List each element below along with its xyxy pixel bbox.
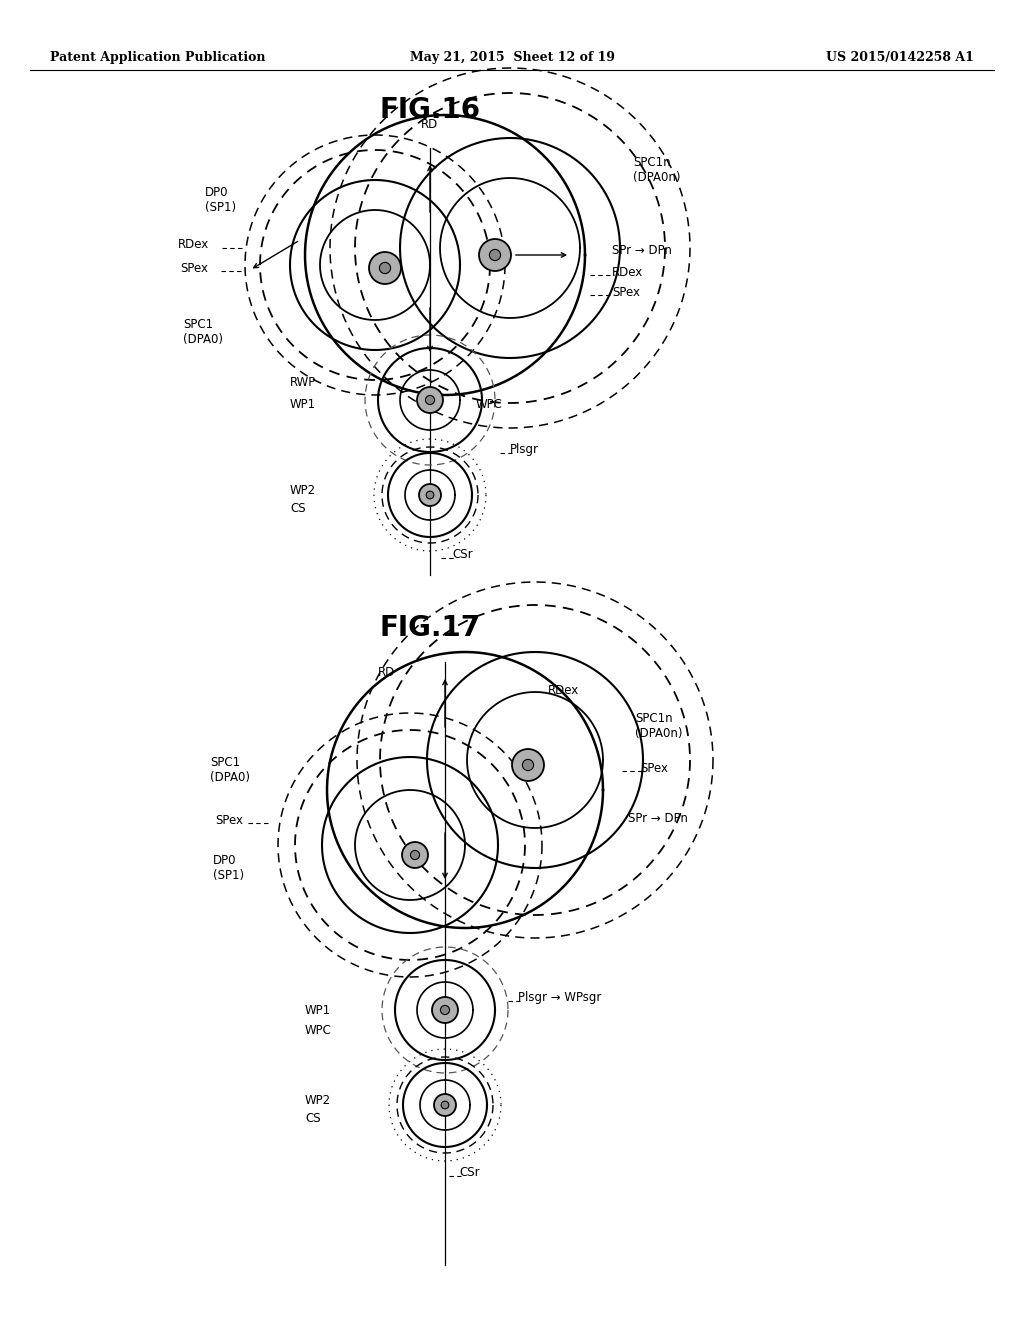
Circle shape [411, 850, 420, 859]
Text: (DPA0): (DPA0) [210, 771, 250, 784]
Text: RWP: RWP [290, 375, 316, 388]
Text: Plsgr → WPsgr: Plsgr → WPsgr [518, 991, 601, 1005]
Text: SPex: SPex [612, 285, 640, 298]
Text: SPr → DPn: SPr → DPn [612, 243, 672, 256]
Text: (DPA0n): (DPA0n) [633, 170, 681, 183]
Circle shape [440, 1006, 450, 1015]
Text: CS: CS [290, 502, 305, 515]
Text: WPC: WPC [305, 1023, 332, 1036]
Circle shape [417, 387, 443, 413]
Text: RD: RD [421, 119, 438, 132]
Circle shape [522, 759, 534, 771]
Text: FIG.17: FIG.17 [380, 614, 480, 642]
Circle shape [419, 484, 441, 506]
Circle shape [434, 1094, 456, 1115]
Text: DP0: DP0 [205, 186, 228, 198]
Text: SPC1: SPC1 [210, 755, 240, 768]
Text: RD: RD [378, 665, 395, 678]
Text: WP1: WP1 [290, 399, 316, 412]
Circle shape [479, 239, 511, 271]
Text: RDex: RDex [548, 684, 580, 697]
Circle shape [512, 748, 544, 781]
Text: WP2: WP2 [305, 1093, 331, 1106]
Text: WP2: WP2 [290, 483, 316, 496]
Text: May 21, 2015  Sheet 12 of 19: May 21, 2015 Sheet 12 of 19 [410, 51, 614, 65]
Text: SPC1n: SPC1n [633, 156, 671, 169]
Text: RDex: RDex [178, 239, 209, 252]
Text: Plsgr: Plsgr [510, 444, 539, 457]
Circle shape [402, 842, 428, 869]
Text: SPC1: SPC1 [183, 318, 213, 331]
Text: SPC1n: SPC1n [635, 711, 673, 725]
Text: SPex: SPex [640, 762, 668, 775]
Text: DP0: DP0 [213, 854, 237, 866]
Circle shape [426, 491, 434, 499]
Circle shape [432, 997, 458, 1023]
Circle shape [369, 252, 401, 284]
Text: WP1: WP1 [305, 1003, 331, 1016]
Text: SPex: SPex [180, 261, 208, 275]
Circle shape [380, 263, 390, 273]
Text: US 2015/0142258 A1: US 2015/0142258 A1 [826, 51, 974, 65]
Text: SPex: SPex [215, 813, 243, 826]
Text: SPr → DPn: SPr → DPn [628, 812, 688, 825]
Circle shape [489, 249, 501, 260]
Text: (DPA0n): (DPA0n) [635, 726, 683, 739]
Text: Patent Application Publication: Patent Application Publication [50, 51, 265, 65]
Text: WPC: WPC [476, 399, 503, 412]
Circle shape [441, 1101, 449, 1109]
Text: CSr: CSr [459, 1167, 479, 1180]
Text: CSr: CSr [452, 549, 473, 561]
Text: (SP1): (SP1) [205, 201, 237, 214]
Circle shape [425, 396, 434, 404]
Text: FIG.16: FIG.16 [380, 96, 480, 124]
Text: CS: CS [305, 1111, 321, 1125]
Text: RDex: RDex [612, 265, 643, 279]
Text: (SP1): (SP1) [213, 869, 244, 882]
Text: (DPA0): (DPA0) [183, 334, 223, 346]
